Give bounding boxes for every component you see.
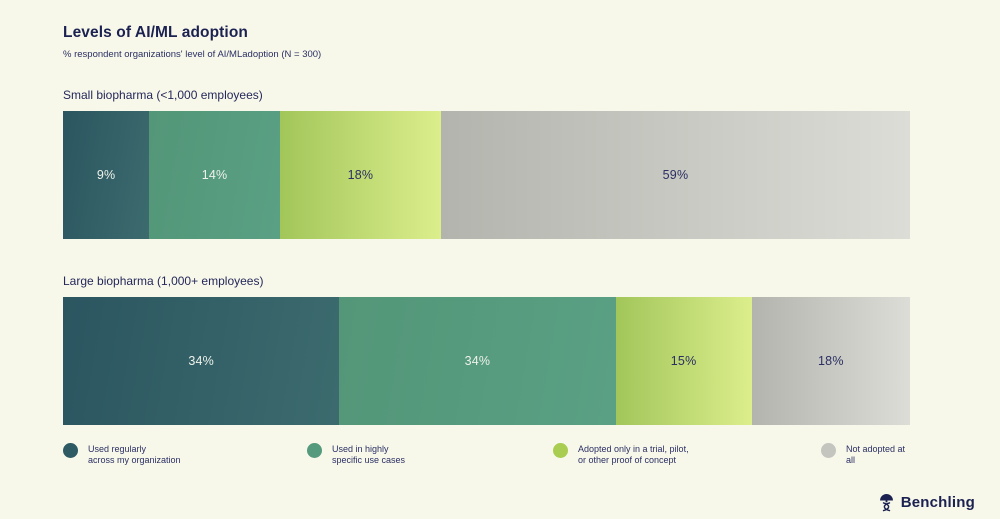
bar-segment-gray: 59% <box>440 111 911 239</box>
bar-segment-value-label: 34% <box>464 354 491 368</box>
legend-label: Adopted only in a trial, pilot, or other … <box>578 444 689 465</box>
bar-group-small-biopharma: Small biopharma (<1,000 employees) 9% 14% 1… <box>63 88 911 239</box>
legend-label: Used in highly specific use cases <box>332 444 406 465</box>
stacked-bar: 9% 14% 18% 59% <box>63 111 911 239</box>
bar-group-large-biopharma: Large biopharma (1,000+ employees) 34% 34%… <box>63 274 910 425</box>
chart-legend: Used regularly across my organization Used… <box>63 443 910 465</box>
chart-subtitle: % respondent organizations' level of AI/… <box>63 49 322 60</box>
bar-segment-dark_teal: 34% <box>63 297 340 425</box>
chart-header: Levels of AI/ML adoption % respondent or… <box>63 24 321 60</box>
benchling-logo: Benchling <box>878 492 975 513</box>
bar-segment-value-label: 34% <box>188 354 214 368</box>
bar-segment-value-label: 9% <box>96 168 116 182</box>
bar-segment-value-label: 14% <box>201 168 228 182</box>
legend-dot-icon <box>63 443 78 458</box>
stacked-bar: 34% 34% 15% 18% <box>63 297 910 425</box>
bar-category-label: Large biopharma (1,000+ employees) <box>63 274 264 288</box>
legend-label: Used regularly across my organization <box>88 444 181 465</box>
bar-category-label: Small biopharma (<1,000 employees) <box>63 88 263 102</box>
chart-title: Levels of AI/ML adoption <box>63 24 248 41</box>
legend-item-gray: Not adopted at all <box>821 443 910 465</box>
legend-dot-icon <box>821 443 836 458</box>
legend-item-lime: Adopted only in a trial, pilot, or other … <box>553 443 821 465</box>
benchling-logo-icon <box>879 494 893 512</box>
bar-segment-gray: 18% <box>751 297 910 425</box>
bar-segment-green: 34% <box>339 297 616 425</box>
legend-dot-icon <box>307 443 322 458</box>
legend-item-green: Used in highly specific use cases <box>307 443 553 465</box>
bar-segment-value-label: 59% <box>662 168 689 182</box>
legend-dot-icon <box>553 443 568 458</box>
bar-segment-lime: 15% <box>615 297 752 425</box>
bar-segment-lime: 18% <box>279 111 441 239</box>
benchling-logo-text: Benchling <box>900 494 975 511</box>
legend-item-dark_teal: Used regularly across my organization <box>63 443 307 465</box>
bar-segment-value-label: 18% <box>347 168 374 182</box>
legend-label: Not adopted at all <box>846 444 906 465</box>
bar-segment-value-label: 18% <box>818 354 844 368</box>
bar-segment-dark_teal: 9% <box>63 111 150 239</box>
bar-segment-value-label: 15% <box>670 354 697 368</box>
bar-segment-green: 14% <box>149 111 280 239</box>
